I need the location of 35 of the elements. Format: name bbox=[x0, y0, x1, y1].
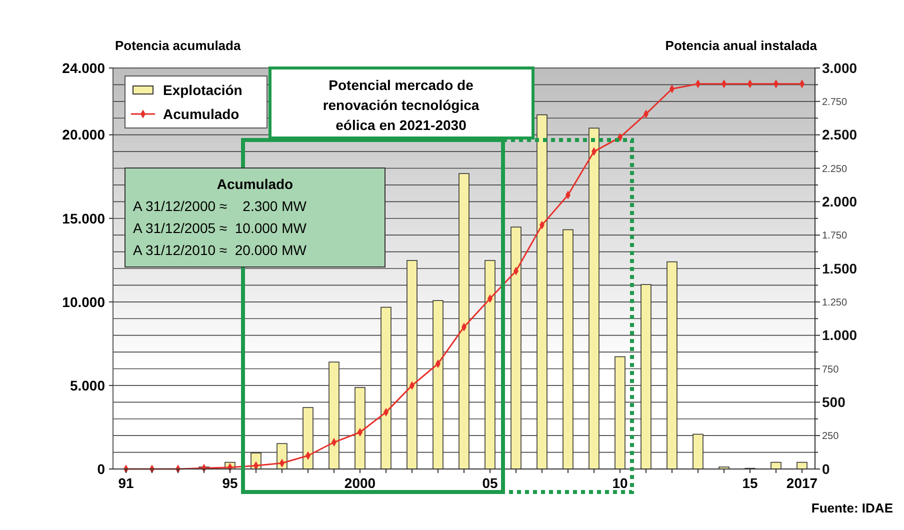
y2-tick-label: 3.000 bbox=[822, 60, 858, 76]
x-tick-label: 2000 bbox=[344, 475, 376, 491]
x-tick-label: 05 bbox=[482, 475, 498, 491]
y-tick-label: 20.000 bbox=[62, 126, 106, 143]
annotation: Potencial mercado de renovación tecnológica eólica en 2021-2030 bbox=[322, 76, 480, 133]
y2-tick-label: 250 bbox=[822, 431, 840, 442]
y2-tick-label: 2.000 bbox=[822, 194, 858, 210]
y2-tick-label: 500 bbox=[822, 394, 846, 410]
y2-tick-label: 1.000 bbox=[822, 327, 858, 344]
x-tick-label: 10 bbox=[612, 475, 628, 491]
x-tick-label: 2017 bbox=[786, 475, 818, 491]
x-tick-label: 15 bbox=[742, 475, 758, 491]
y-tick-label: 5.000 bbox=[70, 377, 106, 394]
y2-axis-title: Potencia anual instalada bbox=[665, 38, 818, 53]
y-tick-label: 15.000 bbox=[62, 210, 106, 226]
y-tick-label: 0 bbox=[97, 460, 106, 477]
x-tick-label: 91 bbox=[118, 475, 134, 491]
y2-tick-label: 1.250 bbox=[822, 297, 848, 308]
note-box: Acumulado A 31/12/2000 ≈ 2.300 MW A 31/12/2005 ≈ 10.000 MW A 31/12/2010 ≈ 20.000 MW bbox=[124, 168, 386, 268]
source-note: Fuente: IDAE bbox=[811, 500, 894, 516]
y2-tick-label: 0 bbox=[822, 460, 830, 477]
legend-label: Acumulado bbox=[163, 106, 240, 122]
y-tick-label: 24.000 bbox=[62, 60, 106, 76]
y2-tick-label: 2.500 bbox=[822, 126, 858, 143]
annotation: Acumulado A 31/12/2000 ≈ 2.300 MW A 31/12/2005 ≈ 10.000 MW A 31/12/2010 ≈ 20.000 MW bbox=[133, 176, 308, 258]
y-axis-title: Potencia acumulada bbox=[115, 38, 242, 53]
y-tick-label: 10.000 bbox=[62, 294, 106, 310]
y2-tick-label: 750 bbox=[822, 364, 840, 376]
note-box: Potencial mercado de renovación tecnológica eólica en 2021-2030 bbox=[268, 66, 534, 140]
y2-tick-label: 2.250 bbox=[822, 164, 848, 175]
y2-tick-label: 1.750 bbox=[822, 230, 848, 242]
y2-tick-label: 2.750 bbox=[822, 96, 848, 108]
legend-label: Explotación bbox=[163, 82, 242, 98]
y2-tick-label: 1.500 bbox=[822, 260, 858, 276]
x-tick-label: 95 bbox=[222, 475, 238, 491]
